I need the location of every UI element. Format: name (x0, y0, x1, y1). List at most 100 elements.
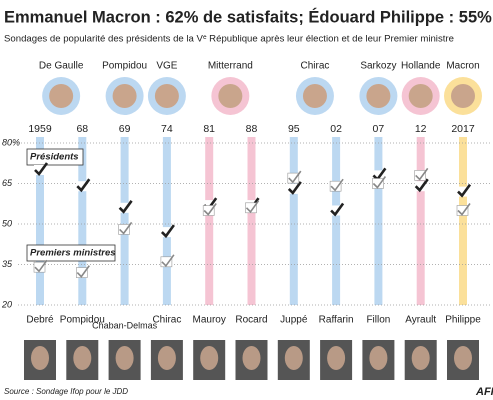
check-stroke (76, 178, 91, 193)
check-mark (160, 224, 175, 239)
pm-face (242, 346, 261, 370)
check-stroke (34, 259, 48, 273)
check-box (118, 224, 130, 235)
chart-title: Emmanuel Macron : 62% de satisfaits; Édo… (4, 7, 492, 26)
check-mark (329, 178, 344, 192)
check-mark (457, 183, 472, 198)
check-box (457, 186, 468, 197)
president-name: De Gaulle (39, 61, 84, 72)
check-box (372, 170, 384, 181)
check-box (330, 205, 342, 216)
column-band (416, 137, 425, 305)
column-band (332, 137, 341, 305)
pm-face (369, 346, 388, 370)
legend-label: Premiers ministres (30, 248, 116, 259)
check-stroke (330, 178, 344, 192)
check-mark (330, 202, 345, 217)
president-face (49, 84, 74, 108)
pm-face (115, 346, 134, 370)
check-stroke (118, 200, 133, 214)
y-tick-label: 80% (2, 137, 20, 147)
check-box (34, 165, 45, 175)
pm-name: Pompidou (60, 315, 105, 326)
x-tick-label: 07 (373, 123, 385, 135)
check-mark (76, 178, 91, 193)
pm-name: Ayrault (405, 315, 436, 326)
check-stroke (287, 181, 302, 195)
chart-subtitle: Sondages de popularité des présidents de… (4, 34, 454, 45)
check-box (329, 180, 342, 192)
pm-name: Rocard (235, 315, 267, 326)
check-stroke (330, 202, 345, 217)
y-tick-label: 65 (2, 178, 13, 188)
president-name: Chirac (300, 61, 329, 72)
president-name: Macron (446, 61, 479, 72)
y-tick-label: 50 (2, 218, 12, 228)
x-tick-label: 74 (161, 123, 173, 135)
check-mark (34, 162, 49, 176)
check-stroke (76, 265, 90, 278)
president-name: Hollande (401, 61, 441, 72)
legend-box (26, 244, 116, 262)
check-mark (372, 176, 387, 189)
check-box (287, 172, 300, 184)
legend-label: Présidents (30, 152, 79, 163)
president-face (408, 84, 433, 108)
check-box (76, 267, 88, 278)
president-face (154, 84, 179, 108)
pm-name: Chirac (152, 315, 181, 326)
x-tick-label: 2017 (451, 123, 475, 135)
check-stroke (415, 167, 429, 181)
president-name: Mitterrand (208, 61, 253, 72)
legend-box (26, 148, 84, 166)
check-mark (287, 170, 302, 184)
president-face (112, 84, 137, 108)
column-band (459, 137, 467, 305)
x-tick-label: 68 (76, 123, 88, 135)
y-tick-label: 20 (1, 299, 12, 309)
check-box (118, 202, 130, 213)
check-box (160, 256, 173, 268)
check-stroke (161, 254, 175, 268)
check-box (76, 181, 88, 192)
check-stroke (34, 162, 49, 176)
check-stroke (457, 183, 472, 198)
x-tick-label: 1959 (28, 123, 52, 135)
pm-face (157, 346, 176, 370)
pm-name: Debré (26, 315, 54, 326)
president-name: Pompidou (102, 61, 147, 72)
pm-name: Raffarin (319, 315, 354, 326)
president-name: Sarkozy (360, 61, 396, 72)
column-band (205, 137, 214, 305)
check-stroke (245, 200, 260, 214)
check-mark (76, 265, 90, 278)
pm-face (200, 346, 219, 370)
check-box (414, 181, 426, 192)
president-face (302, 84, 327, 108)
check-box (245, 202, 257, 214)
president-face (451, 84, 475, 108)
column-band (162, 137, 171, 305)
x-tick-label: 69 (119, 123, 131, 135)
pm-name: Fillon (366, 315, 390, 326)
check-box (456, 205, 469, 216)
pm-name: Philippe (445, 315, 481, 326)
check-mark (118, 221, 133, 235)
pm-face (411, 346, 430, 370)
check-mark (118, 200, 133, 214)
check-box (372, 178, 384, 189)
pm-name: Chaban-Delmas (92, 320, 158, 330)
x-tick-label: 81 (203, 123, 215, 135)
president-face (218, 84, 243, 108)
check-mark (160, 254, 175, 268)
check-box (202, 205, 215, 216)
check-stroke (457, 203, 471, 216)
check-stroke (372, 176, 387, 189)
check-box (287, 183, 299, 194)
logo: AFP (475, 386, 493, 398)
check-mark (414, 178, 429, 193)
column-band (247, 137, 256, 305)
pm-face (73, 346, 92, 370)
column-band (374, 137, 383, 305)
pm-face (454, 346, 472, 370)
